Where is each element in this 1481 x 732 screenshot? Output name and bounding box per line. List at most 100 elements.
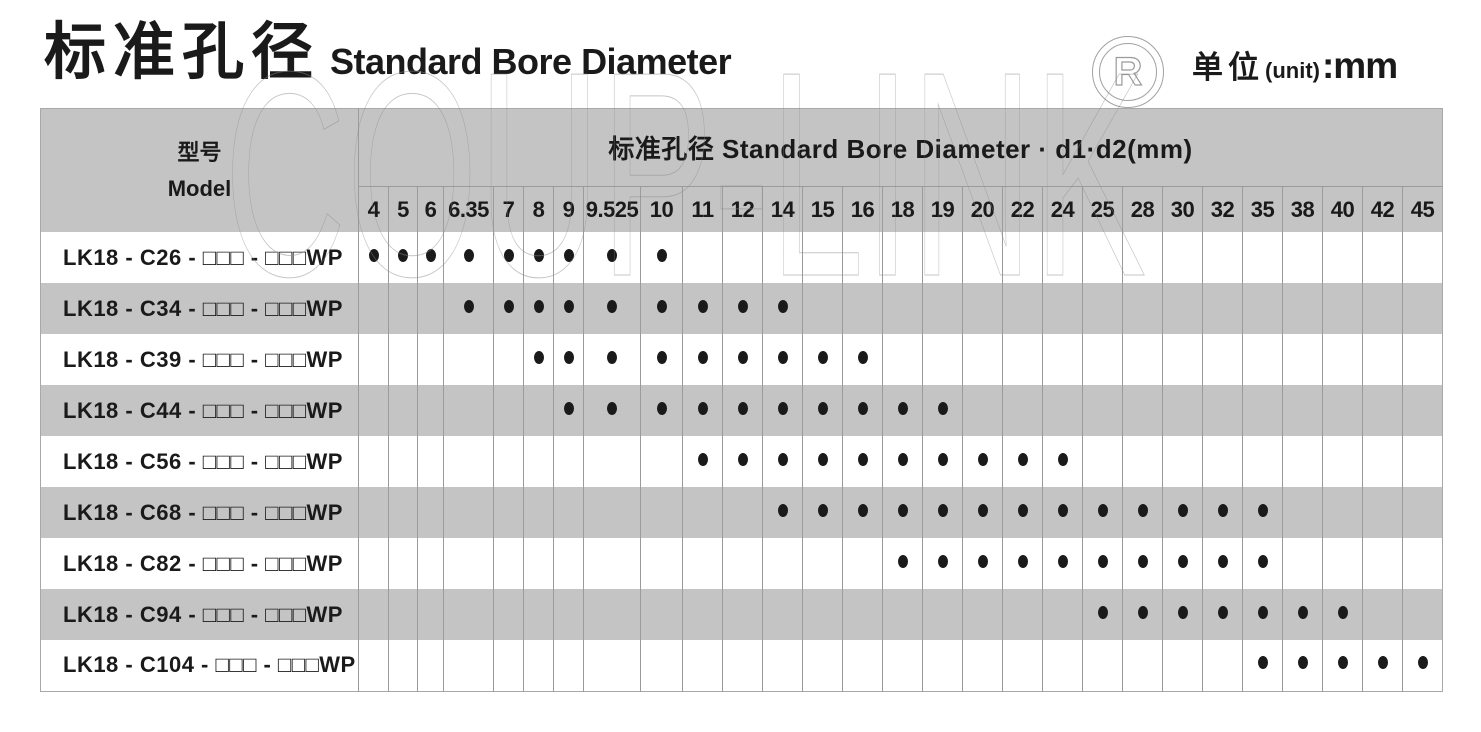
bore-cell xyxy=(640,232,683,283)
bore-cell xyxy=(1082,538,1123,589)
bore-cell xyxy=(922,487,963,538)
bore-cell xyxy=(583,385,641,436)
bore-cell xyxy=(1322,538,1363,589)
bore-cell xyxy=(1082,334,1123,385)
bore-cell xyxy=(802,385,843,436)
bore-cell xyxy=(443,385,494,436)
bore-cell xyxy=(523,436,554,487)
bore-available-dot xyxy=(1017,554,1028,568)
bore-cell xyxy=(1042,334,1083,385)
bore-cell xyxy=(682,589,723,640)
bore-available-dot xyxy=(1337,605,1348,619)
bore-available-dot xyxy=(563,350,574,364)
bore-cell xyxy=(1242,283,1283,334)
bore-cell xyxy=(962,232,1003,283)
bore-size-header: 25 xyxy=(1082,186,1123,232)
bore-cell xyxy=(583,436,641,487)
bore-size-header: 14 xyxy=(762,186,803,232)
bore-size-header: 4 xyxy=(358,186,389,232)
bore-cell xyxy=(1322,487,1363,538)
bore-available-dot xyxy=(937,452,948,466)
bore-cell xyxy=(1402,232,1443,283)
bore-cell xyxy=(553,385,584,436)
bore-cell xyxy=(962,589,1003,640)
bore-available-dot xyxy=(368,248,379,262)
table-row: LK18 - C56 - □□□ - □□□WP xyxy=(40,436,1443,487)
bore-cell xyxy=(1002,334,1043,385)
bore-cell xyxy=(882,538,923,589)
bore-available-dot xyxy=(977,554,988,568)
bore-cell xyxy=(802,334,843,385)
bore-size-header: 8 xyxy=(523,186,554,232)
bore-cell xyxy=(882,232,923,283)
bore-cell xyxy=(842,589,883,640)
bore-cell xyxy=(1162,334,1203,385)
unit-label: 单位 (unit) :mm xyxy=(1192,42,1398,87)
bore-cell xyxy=(640,487,683,538)
bore-cell xyxy=(640,589,683,640)
bore-cell xyxy=(1362,283,1403,334)
bore-cell xyxy=(1242,538,1283,589)
bore-cell xyxy=(1002,487,1043,538)
bore-cell xyxy=(722,232,763,283)
bore-cell xyxy=(802,589,843,640)
model-column-header-zh: 型号 xyxy=(177,140,222,166)
bore-cell xyxy=(1082,283,1123,334)
bore-cell xyxy=(762,589,803,640)
bore-available-dot xyxy=(656,248,667,262)
bore-table-body: LK18 - C26 - □□□ - □□□WP LK18 - C34 - □□□… xyxy=(40,232,1443,691)
bore-cell xyxy=(1122,589,1163,640)
bore-available-dot xyxy=(1217,554,1228,568)
bore-cell xyxy=(583,232,641,283)
bore-cell xyxy=(1202,385,1243,436)
bore-cell xyxy=(553,283,584,334)
bore-cell xyxy=(762,232,803,283)
bore-available-dot xyxy=(697,299,708,313)
bore-cell xyxy=(962,538,1003,589)
bore-cell xyxy=(1002,283,1043,334)
unit-label-zh: 单位 xyxy=(1192,50,1264,85)
bore-cell xyxy=(1402,589,1443,640)
table-row: LK18 - C44 - □□□ - □□□WP xyxy=(40,385,1443,436)
bore-cell xyxy=(1042,589,1083,640)
bore-available-dot xyxy=(1217,605,1228,619)
bore-cell xyxy=(1042,640,1083,691)
bore-cell xyxy=(493,538,524,589)
bore-cell xyxy=(443,436,494,487)
bore-cell xyxy=(682,232,723,283)
bore-cell xyxy=(388,436,418,487)
bore-cell xyxy=(802,283,843,334)
bore-cell xyxy=(358,436,389,487)
registered-trademark-icon: R xyxy=(1092,36,1164,108)
bore-available-dot xyxy=(1137,554,1148,568)
bore-size-header: 9.525 xyxy=(583,186,641,232)
bore-available-dot xyxy=(777,503,788,517)
bore-cell xyxy=(1122,334,1163,385)
bore-available-dot xyxy=(1217,503,1228,517)
bore-available-dot xyxy=(857,350,868,364)
bore-cell xyxy=(640,283,683,334)
bore-cell xyxy=(1162,385,1203,436)
bore-cell xyxy=(842,487,883,538)
bore-cell xyxy=(523,232,554,283)
bore-cell xyxy=(358,334,389,385)
bore-cell xyxy=(1042,487,1083,538)
bore-cell xyxy=(1002,385,1043,436)
bore-cell xyxy=(1162,232,1203,283)
bore-available-dot xyxy=(563,401,574,415)
bore-cell xyxy=(1122,385,1163,436)
bore-available-dot xyxy=(1257,656,1268,670)
table-row: LK18 - C82 - □□□ - □□□WP xyxy=(40,538,1443,589)
table-row: LK18 - C26 - □□□ - □□□WP xyxy=(40,232,1443,283)
bore-cell xyxy=(882,334,923,385)
bore-table: 型号 Model 标准孔径 Standard Bore Diameter · d… xyxy=(40,108,1443,692)
bore-cell xyxy=(1402,640,1443,691)
bore-cell xyxy=(802,436,843,487)
bore-cell xyxy=(1282,283,1323,334)
bore-available-dot xyxy=(533,248,544,262)
model-cell: LK18 - C44 - □□□ - □□□WP xyxy=(63,397,343,423)
bore-cell xyxy=(802,487,843,538)
bore-cell xyxy=(1122,436,1163,487)
bore-size-header: 7 xyxy=(493,186,524,232)
